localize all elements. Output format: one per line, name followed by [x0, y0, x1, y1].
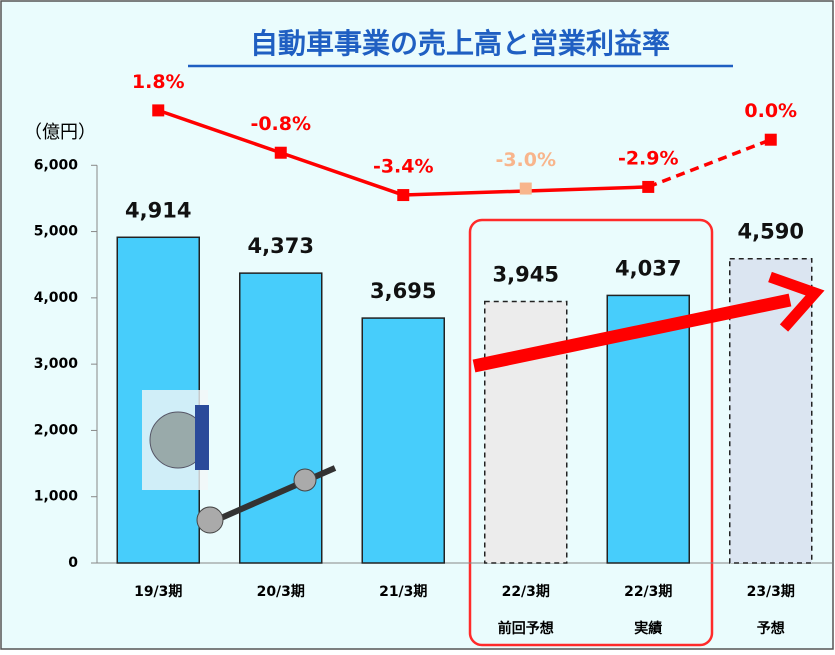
line-marker — [642, 181, 654, 193]
x-tick-label: 23/3期 — [747, 584, 795, 600]
joint — [197, 507, 223, 533]
x-tick-label: 22/3期 — [502, 584, 550, 600]
line-marker — [765, 134, 777, 146]
bar — [485, 302, 567, 563]
chart: 自動車事業の売上高と営業利益率 （億円） 0 1,000 2,000 3,000 4,0… — [0, 0, 835, 651]
line-value-label: -2.9% — [618, 147, 679, 169]
value-label: 4,373 — [248, 234, 314, 258]
line-value-label: -0.8% — [250, 113, 311, 135]
x-tick-label: 22/3期 — [624, 584, 672, 600]
line-value-label: -3.4% — [373, 156, 434, 178]
category-note: 前回予想 — [498, 620, 554, 637]
category-note: 予想 — [757, 620, 785, 637]
line-value-label: 1.8% — [132, 71, 185, 93]
value-label: 4,590 — [738, 220, 804, 244]
chart-title: 自動車事業の売上高と営業利益率 — [250, 27, 670, 60]
y-tick-label: 3,000 — [34, 356, 79, 372]
value-label: 3,695 — [370, 279, 436, 303]
value-label: 3,945 — [493, 263, 559, 287]
line-marker — [520, 183, 532, 195]
line-value-label: -3.0% — [495, 149, 556, 171]
y-tick-label: 2,000 — [34, 422, 79, 438]
line-marker — [152, 104, 164, 116]
y-axis-label: （億円） — [24, 122, 96, 143]
bar — [240, 273, 322, 563]
y-tick-label: 6,000 — [34, 157, 79, 173]
y-tick-label: 1,000 — [34, 489, 79, 505]
y-tick-label: 4,000 — [34, 290, 79, 306]
joint — [294, 469, 316, 491]
hub-part — [195, 405, 209, 470]
x-tick-label: 19/3期 — [134, 584, 182, 600]
line-marker — [397, 189, 409, 201]
x-tick-label: 21/3期 — [379, 584, 427, 600]
x-tick-label: 20/3期 — [257, 584, 305, 600]
y-tick-label: 5,000 — [34, 224, 79, 240]
value-label: 4,037 — [615, 256, 681, 280]
bar — [362, 318, 444, 563]
y-tick-label: 0 — [68, 555, 78, 571]
category-note: 実績 — [634, 620, 662, 637]
value-label: 4,914 — [125, 198, 191, 222]
line-value-label: 0.0% — [744, 100, 797, 122]
line-marker — [275, 147, 287, 159]
